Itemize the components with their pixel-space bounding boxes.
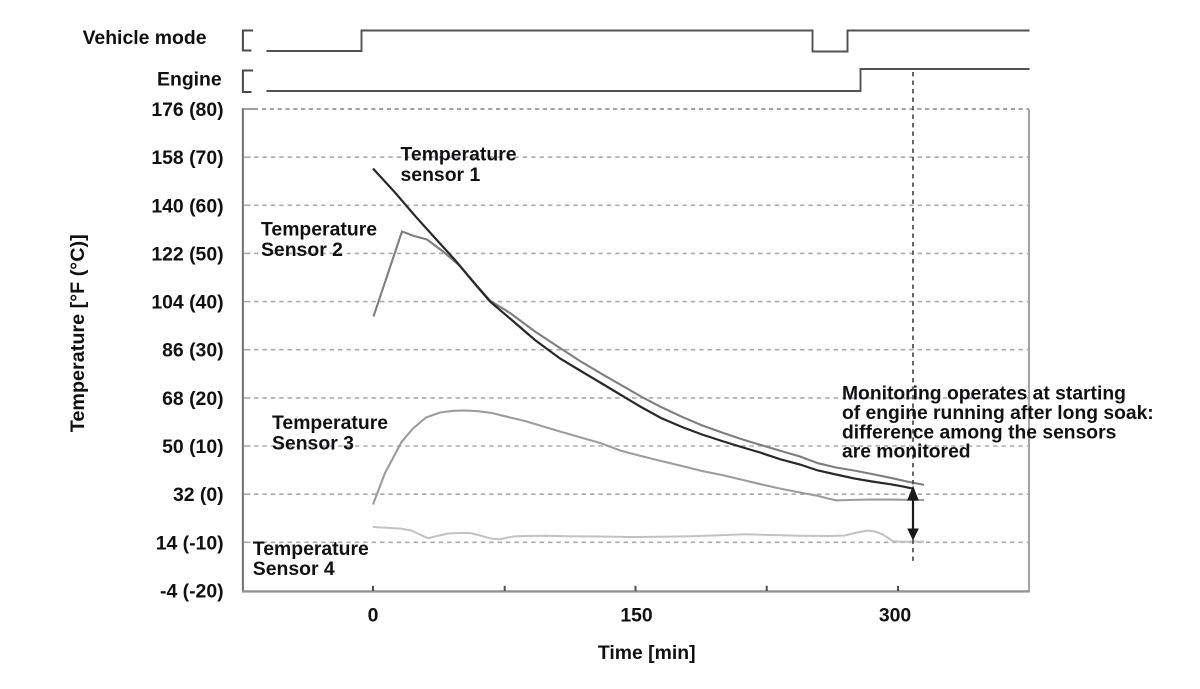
svg-text:Temperature: Temperature: [272, 412, 388, 434]
svg-text:68 (20): 68 (20): [162, 388, 223, 410]
svg-text:Time [min]: Time [min]: [598, 642, 696, 664]
svg-text:150: 150: [620, 605, 652, 627]
svg-text:difference among the sensors: difference among the sensors: [842, 422, 1116, 443]
svg-text:140 (60): 140 (60): [151, 195, 223, 217]
svg-text:Engine: Engine: [157, 69, 222, 91]
svg-text:0: 0: [368, 605, 379, 627]
svg-text:Temperature: Temperature: [401, 144, 517, 166]
svg-text:86 (30): 86 (30): [162, 340, 223, 362]
svg-text:Vehicle mode: Vehicle mode: [83, 27, 207, 49]
svg-text:50 (10): 50 (10): [162, 436, 223, 458]
svg-text:-4 (-20): -4 (-20): [160, 580, 224, 602]
svg-text:Temperature [°F (°C)]: Temperature [°F (°C)]: [67, 234, 89, 432]
svg-text:Sensor 2: Sensor 2: [261, 239, 343, 261]
svg-text:Temperature: Temperature: [253, 538, 369, 560]
svg-text:sensor 1: sensor 1: [401, 164, 481, 186]
svg-text:Monitoring operates at startin: Monitoring operates at starting: [842, 383, 1126, 404]
svg-text:104 (40): 104 (40): [151, 292, 223, 314]
svg-text:32 (0): 32 (0): [173, 484, 224, 506]
svg-text:Sensor 4: Sensor 4: [253, 558, 335, 580]
svg-text:300: 300: [879, 605, 911, 627]
svg-text:Temperature: Temperature: [261, 219, 377, 241]
svg-text:14 (-10): 14 (-10): [156, 532, 224, 554]
svg-text:are monitored: are monitored: [842, 442, 971, 463]
svg-text:of engine running after long s: of engine running after long soak:: [842, 403, 1154, 424]
svg-text:158 (70): 158 (70): [151, 147, 223, 169]
svg-text:122 (50): 122 (50): [151, 243, 223, 265]
svg-text:Sensor 3: Sensor 3: [272, 433, 354, 455]
svg-text:176 (80): 176 (80): [151, 99, 223, 121]
